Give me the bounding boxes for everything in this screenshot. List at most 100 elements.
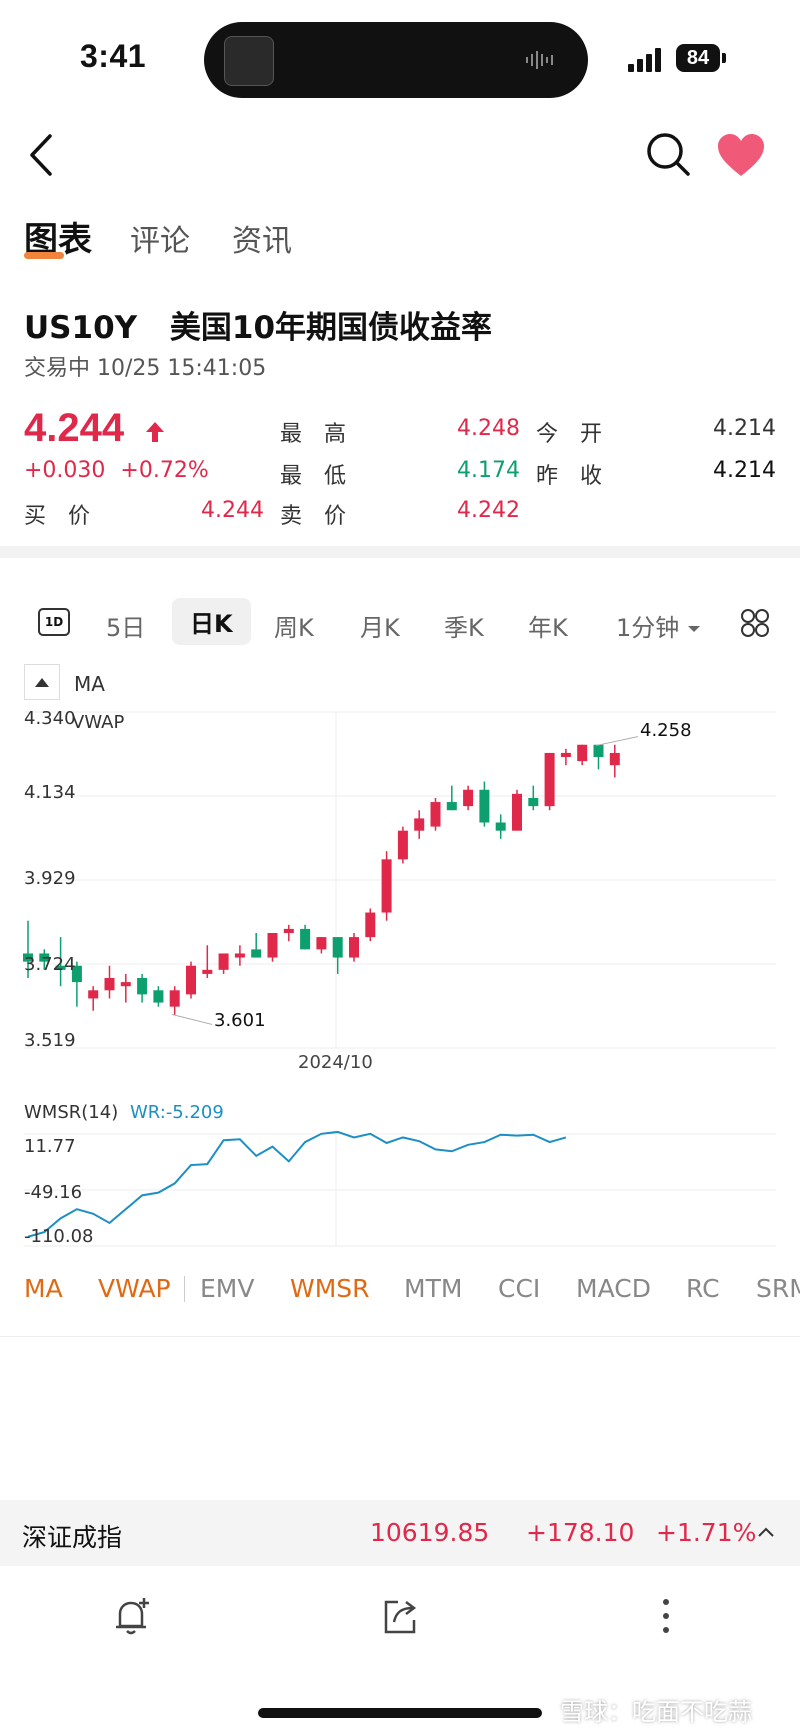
indicator-rc[interactable]: RC xyxy=(686,1274,720,1303)
layout-grid-icon[interactable] xyxy=(740,608,770,638)
dropdown-caret-icon xyxy=(687,626,700,632)
period-1min-label: 1分钟 xyxy=(616,614,680,642)
wr-value: WR:-5.209 xyxy=(130,1102,224,1123)
indicator-srm[interactable]: SRM xyxy=(756,1274,800,1303)
candle-body xyxy=(300,928,311,950)
change-percent: +0.72% xyxy=(120,458,209,483)
period-1d[interactable]: 1D xyxy=(38,608,70,636)
share-icon[interactable] xyxy=(378,1594,422,1638)
candle-body xyxy=(430,802,441,827)
candle-body xyxy=(560,752,571,758)
watermark: 雪球：吃面不吃蒜 xyxy=(560,1698,752,1726)
candle-body xyxy=(120,982,131,987)
candle-body xyxy=(186,965,196,995)
period-weekly[interactable]: 周K xyxy=(274,614,314,642)
prev-close-label: 昨 收 xyxy=(536,464,603,489)
candle-body xyxy=(316,937,327,950)
audio-wave-icon xyxy=(526,51,553,69)
period-5d[interactable]: 5日 xyxy=(106,614,146,642)
candlestick-chart[interactable] xyxy=(0,700,800,1080)
period-daily[interactable]: 日K xyxy=(172,598,251,645)
candle-body xyxy=(202,969,213,974)
y-tick-3: 3.724 xyxy=(24,954,76,975)
instrument-symbol: US10Y xyxy=(24,310,138,346)
indicator-cci[interactable]: CCI xyxy=(498,1274,541,1303)
candle-body xyxy=(495,822,506,831)
y-tick-4: 3.519 xyxy=(24,1030,76,1051)
indicator-divider-line xyxy=(0,1336,800,1337)
tab-comments[interactable]: 评论 xyxy=(130,224,190,259)
trading-status: 交易中 10/25 15:41:05 xyxy=(24,356,267,381)
wmsr-chart[interactable] xyxy=(0,1130,800,1250)
candle-body xyxy=(446,802,457,811)
indicator-vwap[interactable]: VWAP xyxy=(98,1274,171,1303)
candle-body xyxy=(88,990,99,999)
candle-body xyxy=(365,912,376,938)
back-arrow-icon[interactable] xyxy=(22,130,62,180)
dynamic-island xyxy=(204,22,588,98)
candle-body xyxy=(609,752,620,766)
candle-body xyxy=(381,859,392,913)
candle-body xyxy=(283,928,294,933)
current-price: 4.244 xyxy=(24,406,125,450)
tab-news[interactable]: 资讯 xyxy=(232,224,292,259)
candle-body xyxy=(593,744,604,758)
period-yearly[interactable]: 年K xyxy=(528,614,568,642)
instrument-name: 美国10年期国债收益率 xyxy=(169,310,493,346)
candle-body xyxy=(218,953,229,970)
candle-body xyxy=(71,965,82,983)
media-thumbnail[interactable] xyxy=(224,36,274,86)
candle-body xyxy=(397,830,408,860)
candle-body xyxy=(39,953,50,962)
low-annotation: 3.601 xyxy=(214,1010,266,1031)
candle-body xyxy=(104,978,115,991)
period-quarterly[interactable]: 季K xyxy=(444,614,484,642)
y-tick-1: 4.134 xyxy=(24,782,76,803)
period-1min[interactable]: 1分钟 xyxy=(616,608,701,643)
wmsr-tick-0: 11.77 xyxy=(24,1136,76,1157)
index-change: +178.10 xyxy=(526,1518,635,1547)
triangle-up-icon xyxy=(35,678,49,687)
ma-label: MA xyxy=(74,672,105,696)
indicator-wmsr[interactable]: WMSR xyxy=(290,1274,370,1303)
index-percent: +1.71% xyxy=(656,1518,757,1547)
low-label: 最 低 xyxy=(280,464,347,489)
candle-body xyxy=(251,949,262,958)
candle-body xyxy=(463,789,474,807)
price-change: +0.030 +0.72% xyxy=(24,458,209,483)
y-tick-0: 4.340 xyxy=(24,708,76,729)
candle-body xyxy=(479,789,490,823)
x-tick-date: 2024/10 xyxy=(298,1052,373,1073)
add-alert-bell-icon[interactable] xyxy=(110,1594,154,1638)
indicator-mtm[interactable]: MTM xyxy=(404,1274,463,1303)
change-value: +0.030 xyxy=(24,458,106,483)
home-indicator[interactable] xyxy=(258,1708,542,1718)
wmsr-line xyxy=(27,1130,567,1238)
battery-indicator: 84 xyxy=(676,44,720,72)
candle-body xyxy=(414,818,425,831)
high-value: 4.248 xyxy=(457,416,520,441)
indicator-macd[interactable]: MACD xyxy=(576,1274,651,1303)
candle-body xyxy=(577,744,588,762)
battery-tip xyxy=(722,53,726,63)
candle-body xyxy=(544,752,555,807)
candle-body xyxy=(23,953,33,962)
open-label: 今 开 xyxy=(536,422,603,447)
more-options-icon[interactable] xyxy=(644,1594,688,1638)
index-ticker-bar[interactable]: 深证成指 10619.85 +178.10 +1.71% xyxy=(0,1500,800,1566)
chevron-up-icon[interactable] xyxy=(756,1524,776,1540)
collapse-toggle[interactable] xyxy=(24,664,60,700)
wmsr-tick-2: -110.08 xyxy=(24,1226,94,1247)
indicator-ma[interactable]: MA xyxy=(24,1274,63,1303)
indicator-divider xyxy=(184,1276,185,1302)
search-icon[interactable] xyxy=(644,130,692,178)
period-monthly[interactable]: 月K xyxy=(360,614,400,642)
candle-body xyxy=(332,937,343,958)
up-arrow-icon xyxy=(146,422,164,442)
prev-close-value: 4.214 xyxy=(713,458,776,483)
indicator-emv[interactable]: EMV xyxy=(200,1274,255,1303)
vwap-label: VWAP xyxy=(72,712,125,733)
favorite-heart-icon[interactable] xyxy=(716,132,766,178)
y-tick-2: 3.929 xyxy=(24,868,76,889)
cellular-signal-icon xyxy=(628,48,661,72)
